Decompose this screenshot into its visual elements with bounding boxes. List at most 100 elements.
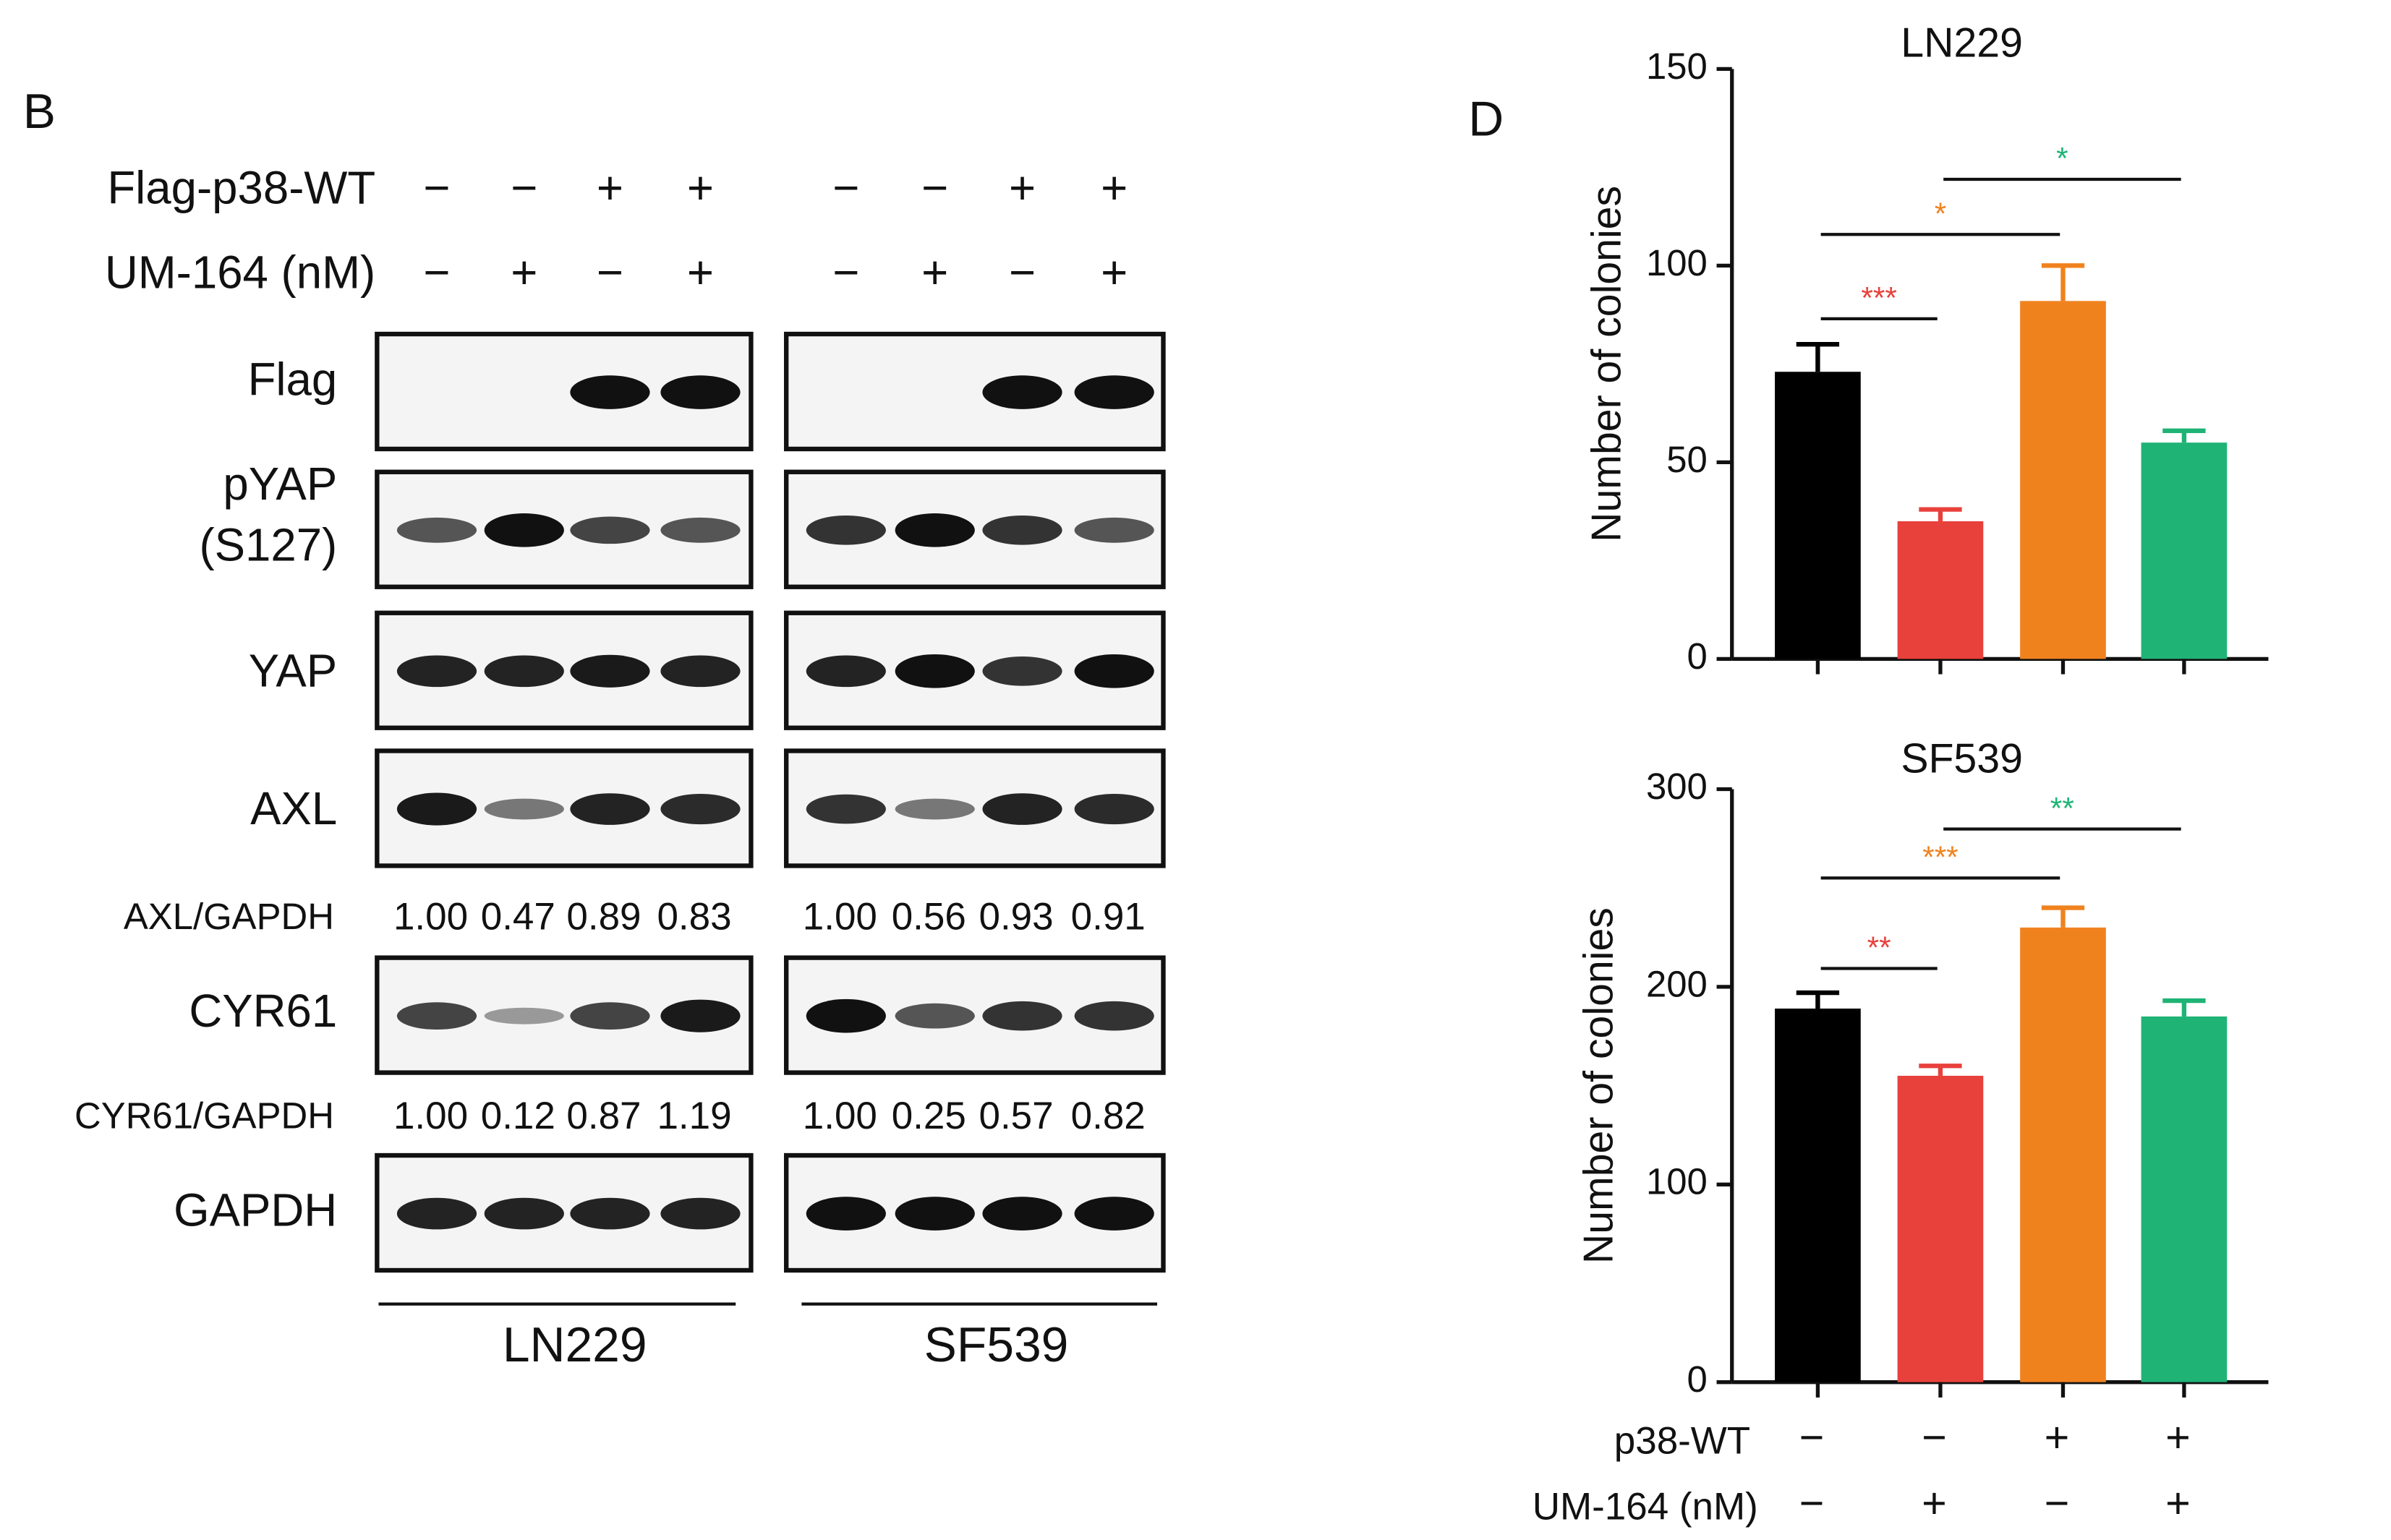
y-tick-label: 100 <box>1646 1161 1708 1202</box>
cell-line-label: SF539 <box>924 1318 1069 1372</box>
significance-label: ** <box>2050 791 2074 825</box>
condition-sign: − <box>1922 1413 1947 1461</box>
quant-value: 0.91 <box>1071 896 1146 938</box>
quant-value: 0.82 <box>1071 1095 1146 1137</box>
quant-value: 0.12 <box>481 1095 555 1137</box>
significance-label: * <box>2056 142 2068 176</box>
quant-value: 0.93 <box>979 896 1054 938</box>
blot-band <box>396 517 477 543</box>
blot-band <box>1074 793 1154 825</box>
treatment-sign: + <box>687 163 714 214</box>
treatment-sign: + <box>687 247 714 298</box>
blot-band <box>895 654 975 688</box>
blot-band <box>660 655 741 688</box>
quant-value: 0.57 <box>979 1095 1054 1137</box>
blot-band <box>982 1197 1062 1231</box>
blot-label: Flag <box>248 354 338 406</box>
blot-band <box>396 1002 477 1030</box>
quant-value: 1.00 <box>393 896 468 938</box>
blot-band <box>806 998 886 1033</box>
blot-band <box>660 375 741 409</box>
significance-label: *** <box>1861 281 1896 315</box>
blot-band <box>660 999 741 1032</box>
blot-band <box>484 655 564 688</box>
y-axis-label: Number of colonies <box>1583 186 1629 542</box>
treatment-label: UM-164 (nM) <box>105 247 375 298</box>
blot-band <box>484 798 564 820</box>
blot-band <box>1074 1197 1154 1231</box>
y-tick-label: 300 <box>1646 766 1708 807</box>
treatment-sign: + <box>921 247 948 298</box>
bar <box>1775 1008 1861 1382</box>
blot-band <box>570 654 650 688</box>
quant-value: 0.47 <box>481 896 555 938</box>
chart-title: SF539 <box>1901 735 2023 782</box>
condition-sign: + <box>1922 1479 1947 1527</box>
panel-label: D <box>1468 92 1504 146</box>
blot-label: AXL <box>250 783 337 834</box>
y-tick-label: 200 <box>1646 963 1708 1004</box>
treatment-sign: + <box>1101 247 1128 298</box>
blot-band <box>484 1197 564 1230</box>
blot-band <box>982 656 1062 686</box>
blot-band <box>806 515 886 545</box>
significance-label: *** <box>1922 840 1958 874</box>
quant-value: 1.00 <box>803 896 877 938</box>
blot-band <box>660 793 741 825</box>
treatment-sign: − <box>511 163 537 214</box>
blot-band <box>484 1007 564 1024</box>
condition-label: UM-164 (nM) <box>1533 1486 1758 1528</box>
treatment-sign: − <box>832 247 859 298</box>
treatment-sign: + <box>1009 163 1036 214</box>
y-tick-label: 100 <box>1646 242 1708 283</box>
blot-band <box>396 792 477 826</box>
bar <box>2020 927 2106 1382</box>
blot-band <box>982 515 1062 545</box>
blot-label: CYR61 <box>189 985 337 1037</box>
condition-sign: − <box>2045 1479 2070 1527</box>
blot-band <box>484 513 564 547</box>
treatment-sign: + <box>511 247 537 298</box>
blot-band <box>982 793 1062 825</box>
blot-band <box>396 1197 477 1230</box>
chart-title: LN229 <box>1901 20 2023 67</box>
treatment-sign: + <box>1101 163 1128 214</box>
blot-band <box>806 1197 886 1231</box>
panel-label: B <box>23 85 56 139</box>
blot-band <box>570 793 650 825</box>
treatment-sign: − <box>1009 247 1036 298</box>
blot-band <box>1074 1001 1154 1031</box>
treatment-sign: − <box>423 163 450 214</box>
blot-band <box>570 516 650 544</box>
treatment-sign: − <box>921 163 948 214</box>
quant-value: 0.83 <box>657 896 731 938</box>
blot-band <box>660 517 741 543</box>
condition-sign: − <box>1799 1479 1825 1527</box>
significance-label: ** <box>1867 931 1891 964</box>
blot-band <box>1074 517 1154 543</box>
quant-value: 0.87 <box>566 1095 641 1137</box>
bar <box>2141 442 2228 659</box>
quant-value: 0.25 <box>892 1095 966 1137</box>
treatment-sign: − <box>832 163 859 214</box>
blot-band <box>660 1197 741 1230</box>
treatment-sign: − <box>423 247 450 298</box>
y-axis-label: Number of colonies <box>1576 907 1622 1264</box>
bar <box>1897 1075 1984 1382</box>
blot-label: pYAP <box>223 458 337 510</box>
blot-band <box>806 794 886 824</box>
blot-band <box>1074 375 1154 409</box>
blot-band <box>895 1003 975 1029</box>
bar <box>1897 521 1984 659</box>
quant-label: AXL/GAPDH <box>124 896 334 937</box>
treatment-label: Flag-p38-WT <box>107 163 375 214</box>
blot-band <box>982 375 1062 409</box>
quant-label: CYR61/GAPDH <box>74 1095 334 1137</box>
quant-value: 1.19 <box>657 1095 731 1137</box>
condition-sign: + <box>2165 1479 2191 1527</box>
bar <box>2020 301 2106 659</box>
blot-band <box>396 655 477 688</box>
treatment-sign: + <box>597 163 623 214</box>
condition-sign: + <box>2045 1413 2070 1461</box>
